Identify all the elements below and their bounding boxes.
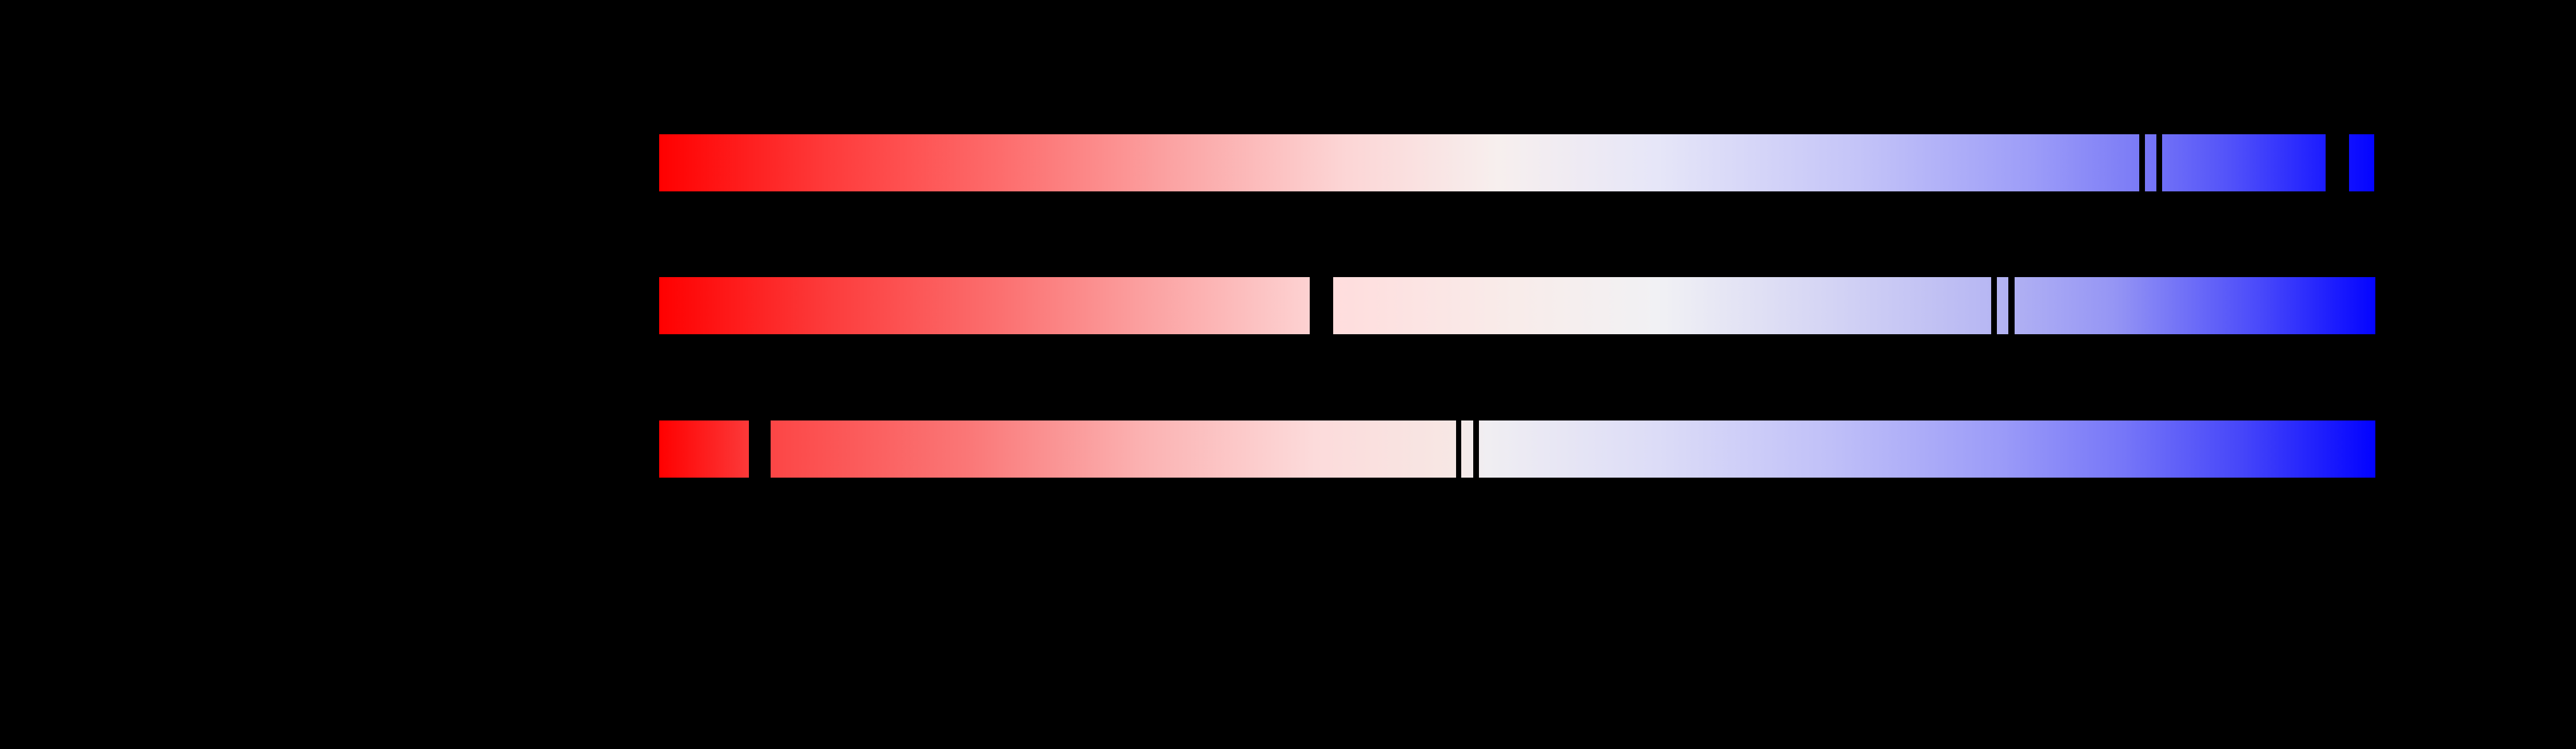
middle-strip-break bbox=[1310, 277, 1333, 334]
middle-strip-tick-marker bbox=[1991, 277, 1997, 334]
bottom-strip-gradient bbox=[659, 420, 2375, 478]
top-strip-tick-marker bbox=[2156, 134, 2162, 191]
top-strip-break bbox=[2326, 134, 2349, 191]
bottom-strip-tick-marker bbox=[1456, 420, 1461, 478]
middle-strip-gradient bbox=[659, 277, 2375, 334]
bottom-strip-tick-marker bbox=[1473, 420, 1479, 478]
middle-strip-tick-marker bbox=[2008, 277, 2015, 334]
bottom-strip-break bbox=[749, 420, 771, 478]
top-strip-tick-marker bbox=[2139, 134, 2145, 191]
top-strip-gradient bbox=[659, 134, 2374, 191]
